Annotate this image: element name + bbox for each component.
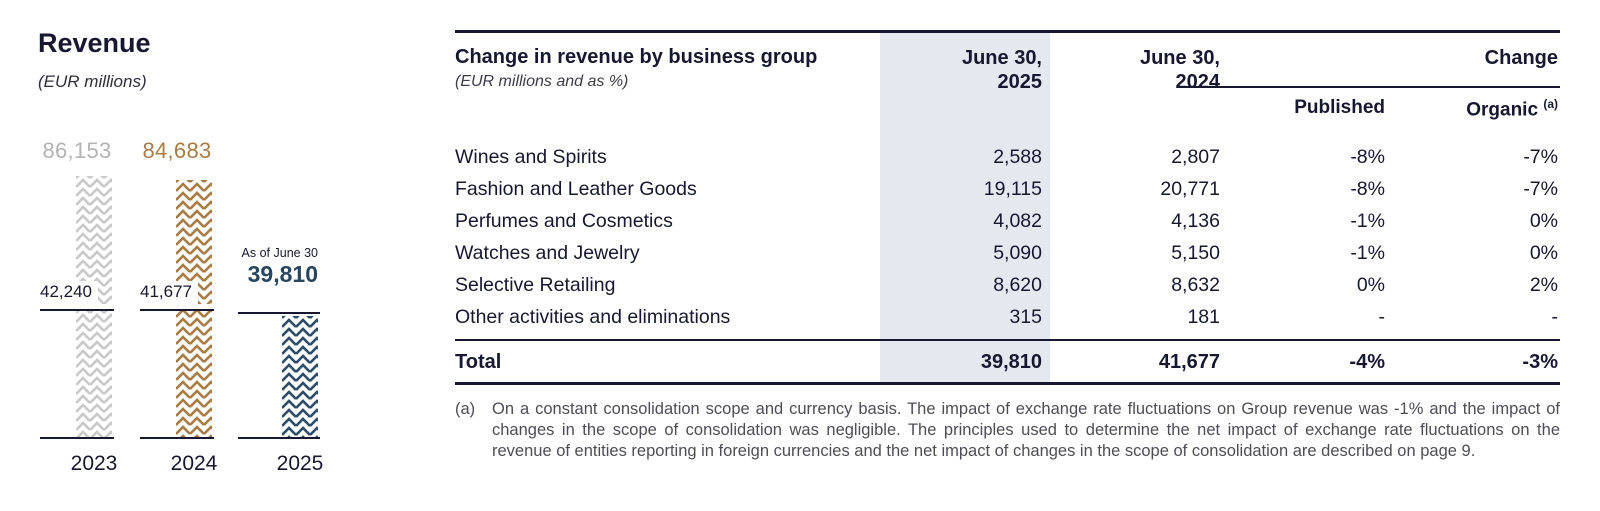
cell-organic: 0%	[1529, 242, 1558, 264]
bar-group-2023: 86,153 42,240 2023	[40, 130, 117, 475]
cell-2025: 5,090	[993, 242, 1042, 264]
cell-organic: 2%	[1529, 274, 1558, 296]
h1-tick-2024	[140, 304, 214, 311]
table-row: Fashion and Leather Goods 19,115 20,771 …	[455, 173, 1560, 205]
footnote-ref-a-icon: (a)	[1543, 97, 1558, 111]
year-label-2023: 2023	[70, 452, 118, 475]
h1-value-2023: 42,240	[40, 281, 98, 305]
cell-business-group: Watches and Jewelry	[455, 242, 640, 264]
cell-2024: 4,136	[1171, 210, 1220, 232]
change-subheaders: Published Organic (a)	[1230, 88, 1560, 121]
bar-group-2025: As of June 30 39,810 2025	[238, 130, 323, 475]
cell-business-group: Perfumes and Cosmetics	[455, 210, 673, 232]
footnote-text: On a constant consolidation scope and cu…	[492, 400, 1560, 460]
h1-tick-2025	[238, 312, 320, 314]
revenue-bar-2025	[282, 316, 318, 437]
table-row: Selective Retailing 8,620 8,632 0% 2%	[455, 269, 1560, 301]
cell-published: -1%	[1350, 210, 1385, 232]
table-title-block: Change in revenue by business group (EUR…	[455, 33, 880, 141]
chart-title: Revenue	[38, 28, 151, 58]
as-of-june-30-note: As of June 30	[241, 246, 318, 260]
cell-total-published: -4%	[1349, 351, 1385, 373]
cell-business-group: Wines and Spirits	[455, 146, 607, 168]
col-header-2024-line2: 2024	[1175, 71, 1221, 93]
change-underline	[1185, 86, 1560, 88]
col-subheader-published: Published	[1294, 97, 1385, 118]
cell-2025: 315	[1009, 306, 1042, 328]
cell-published: -1%	[1350, 242, 1385, 264]
h1-value-2025: 39,810	[247, 261, 318, 287]
col-subheader-organic: Organic (a)	[1390, 97, 1560, 121]
cell-business-group: Selective Retailing	[455, 274, 616, 296]
highlight-column-2025	[880, 33, 1050, 385]
chart-subtitle: (EUR millions)	[38, 72, 147, 91]
cell-2025: 19,115	[983, 178, 1042, 200]
table-row: Perfumes and Cosmetics 4,082 4,136 -1% 0…	[455, 205, 1560, 237]
cell-organic: -7%	[1523, 146, 1558, 168]
table-title: Change in revenue by business group	[455, 46, 818, 68]
change-header: Change	[1484, 47, 1558, 69]
col-header-2024-line1: June 30,	[1139, 47, 1220, 69]
table-subtitle: (EUR millions and as %)	[455, 73, 629, 90]
cell-2024: 5,150	[1171, 242, 1220, 264]
cell-published: -8%	[1350, 146, 1385, 168]
cell-published: 0%	[1356, 274, 1385, 296]
cell-2025: 8,620	[993, 274, 1042, 296]
cell-2025: 4,082	[993, 210, 1042, 232]
cell-2024: 181	[1187, 306, 1220, 328]
total-value-2023: 86,153	[42, 138, 112, 163]
col-header-june-30-2025: June 30, 2025	[880, 33, 1050, 141]
total-value-2024: 84,683	[142, 138, 212, 163]
cell-organic: -7%	[1523, 178, 1558, 200]
baseline-2025	[238, 437, 320, 439]
cell-total-organic: -3%	[1522, 351, 1558, 373]
cell-published: -8%	[1350, 178, 1385, 200]
organic-label: Organic	[1466, 99, 1539, 121]
cell-2024: 2,807	[1171, 146, 1220, 168]
col-header-2025-line1: June 30,	[961, 47, 1042, 69]
table-body: Wines and Spirits 2,588 2,807 -8% -7% Fa…	[455, 141, 1560, 339]
baseline-2023	[40, 437, 114, 439]
col-header-2025-line2: 2025	[997, 71, 1043, 93]
revenue-by-business-group-table: Change in revenue by business group (EUR…	[455, 30, 1560, 462]
h1-value-2024: 41,677	[140, 281, 198, 305]
footnote: (a) On a constant consolidation scope an…	[455, 399, 1560, 462]
cell-total-label: Total	[455, 351, 502, 373]
table-total-row: Total 39,810 41,677 -4% -3%	[455, 339, 1560, 385]
cell-organic: 0%	[1529, 210, 1558, 232]
table-row: Other activities and eliminations 315 18…	[455, 301, 1560, 333]
cell-2024: 20,771	[1160, 178, 1220, 200]
bar-group-2024: 84,683 41,677 2024	[140, 130, 217, 475]
table-header: Change in revenue by business group (EUR…	[455, 33, 1560, 141]
table-row: Wines and Spirits 2,588 2,807 -8% -7%	[455, 141, 1560, 173]
change-header-group: Change Published Organic (a)	[1185, 33, 1560, 141]
cell-organic: -	[1551, 306, 1559, 328]
footnote-marker: (a)	[455, 400, 476, 418]
cell-2024: 8,632	[1171, 274, 1220, 296]
year-label-2024: 2024	[170, 452, 218, 475]
cell-2025: 2,588	[993, 146, 1042, 168]
cell-business-group: Fashion and Leather Goods	[455, 178, 697, 200]
cell-total-2024: 41,677	[1158, 351, 1220, 373]
cell-business-group: Other activities and eliminations	[455, 306, 731, 328]
year-label-2025: 2025	[276, 452, 324, 475]
cell-published: -	[1378, 306, 1386, 328]
cell-total-2025: 39,810	[980, 351, 1042, 373]
h1-tick-2023	[40, 304, 114, 311]
baseline-2024	[140, 437, 214, 439]
table-row: Watches and Jewelry 5,090 5,150 -1% 0%	[455, 237, 1560, 269]
